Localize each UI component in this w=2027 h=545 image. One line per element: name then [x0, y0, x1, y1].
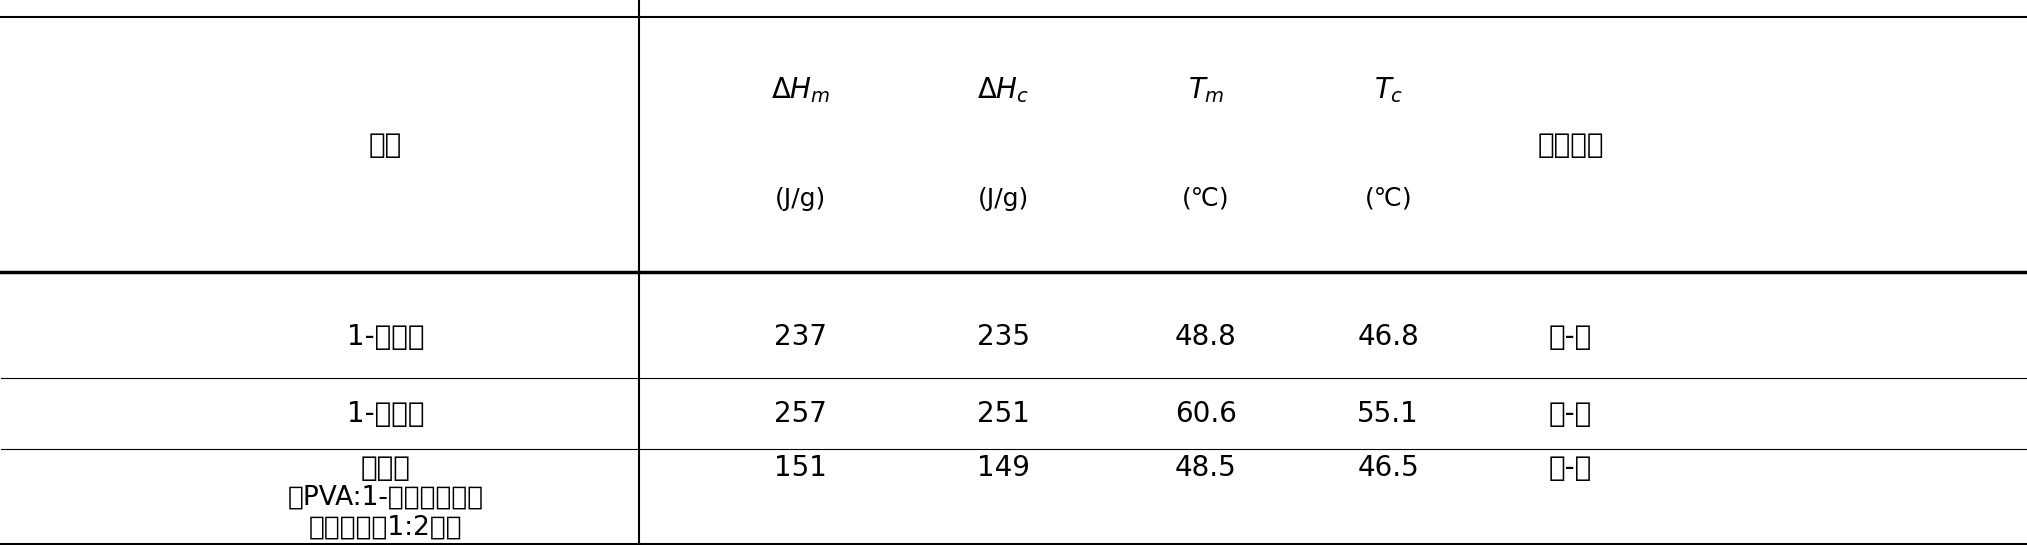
- Text: 149: 149: [977, 454, 1030, 482]
- Text: 1-十八醇: 1-十八醇: [347, 399, 424, 427]
- Text: (J/g): (J/g): [977, 187, 1030, 211]
- Text: 48.8: 48.8: [1176, 324, 1236, 352]
- Text: 235: 235: [977, 324, 1030, 352]
- Text: 固-液: 固-液: [1549, 454, 1591, 482]
- Text: 151: 151: [774, 454, 827, 482]
- Text: (℃): (℃): [1364, 187, 1413, 211]
- Text: $T_m$: $T_m$: [1188, 75, 1224, 105]
- Text: 46.5: 46.5: [1358, 454, 1419, 482]
- Text: （PVA:1-十六醇混合物: （PVA:1-十六醇混合物: [288, 485, 484, 511]
- Text: 固-液: 固-液: [1549, 324, 1591, 352]
- Text: 48.5: 48.5: [1176, 454, 1236, 482]
- Text: (J/g): (J/g): [774, 187, 827, 211]
- Text: $\Delta H_m$: $\Delta H_m$: [770, 75, 831, 105]
- Text: 60.6: 60.6: [1176, 399, 1236, 427]
- Text: 相变类型: 相变类型: [1536, 131, 1603, 159]
- Text: 237: 237: [774, 324, 827, 352]
- Text: 比较例: 比较例: [361, 454, 411, 482]
- Text: 251: 251: [977, 399, 1030, 427]
- Text: $\Delta H_c$: $\Delta H_c$: [977, 75, 1030, 105]
- Text: $T_c$: $T_c$: [1374, 75, 1403, 105]
- Text: 固-液: 固-液: [1549, 399, 1591, 427]
- Text: (℃): (℃): [1182, 187, 1230, 211]
- Text: 1-十六醇: 1-十六醇: [347, 324, 424, 352]
- Text: 组成: 组成: [369, 131, 401, 159]
- Text: 46.8: 46.8: [1358, 324, 1419, 352]
- Text: 257: 257: [774, 399, 827, 427]
- Text: 55.1: 55.1: [1358, 399, 1419, 427]
- Text: （质量比、1:2））: （质量比、1:2））: [308, 514, 462, 541]
